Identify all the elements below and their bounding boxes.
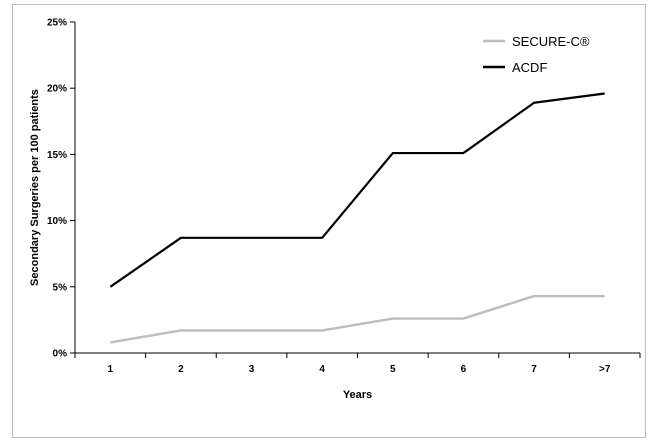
y-tick-label: 20% [47,84,67,95]
y-tick-label: 10% [47,216,67,227]
x-ticks: 1 2 3 4 5 6 7 >7 [74,353,641,375]
y-tick-label: 0% [53,349,68,360]
chart-frame [12,4,646,438]
y-tick-label: 5% [53,282,68,293]
series-line-secure-c [110,294,605,344]
y-axis-title: Secondary Surgeries per 100 patients [29,89,41,286]
series-line-acdf [109,92,605,288]
y-tick-label: 25% [47,18,67,29]
y-tick-label: 15% [47,150,67,161]
axes [74,22,640,354]
y-ticks: 0% 5% 10% 15% 20% 25% [47,18,75,360]
legend: SECURE-C® ACDF [483,34,590,75]
x-tick-label: 4 [319,364,325,375]
x-tick-label: 5 [390,364,396,375]
legend-label: ACDF [512,60,547,75]
x-tick-label: 3 [249,364,255,375]
x-tick-label: 7 [531,364,537,375]
x-axis-title: Years [343,389,372,401]
x-tick-label: 2 [178,364,184,375]
x-tick-label: 1 [108,364,114,375]
legend-label: SECURE-C® [512,34,590,49]
series-lines [109,92,605,344]
x-tick-label: 6 [461,364,467,375]
x-tick-label: >7 [599,364,611,375]
